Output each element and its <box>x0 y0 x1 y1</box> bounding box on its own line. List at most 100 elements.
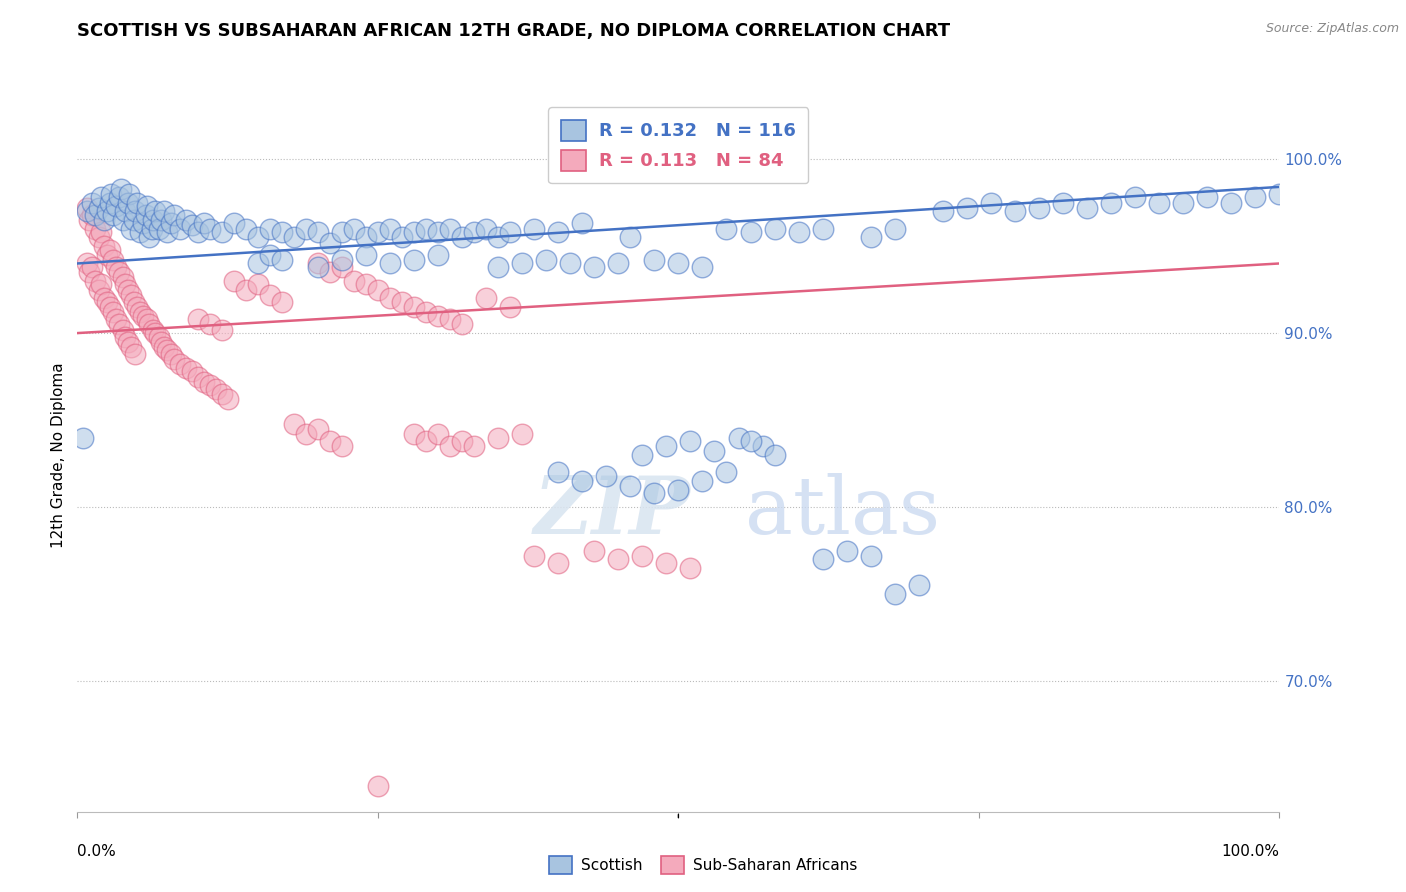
Point <box>402 427 425 442</box>
Text: ZIP: ZIP <box>534 474 690 550</box>
Point <box>607 552 630 566</box>
Point <box>180 218 202 232</box>
Point <box>378 221 401 235</box>
Point <box>84 208 107 222</box>
Point <box>193 375 215 389</box>
Point <box>204 382 226 396</box>
Point <box>142 213 165 227</box>
Point <box>84 274 107 288</box>
Point <box>354 248 377 262</box>
Point <box>307 256 329 270</box>
Point <box>378 256 401 270</box>
Point <box>740 434 762 448</box>
Point <box>463 225 485 239</box>
Point <box>174 360 197 375</box>
Point <box>117 283 139 297</box>
Point <box>169 358 191 372</box>
Point <box>180 364 202 378</box>
Text: 0.0%: 0.0% <box>77 844 117 859</box>
Point <box>367 225 389 239</box>
Point <box>1197 190 1219 204</box>
Point <box>859 230 882 244</box>
Point <box>415 221 437 235</box>
Point <box>114 329 136 343</box>
Point <box>187 369 209 384</box>
Point <box>79 265 101 279</box>
Point <box>128 305 150 319</box>
Point <box>534 252 557 267</box>
Point <box>523 221 546 235</box>
Point <box>270 225 292 239</box>
Point <box>283 230 305 244</box>
Text: Source: ZipAtlas.com: Source: ZipAtlas.com <box>1265 22 1399 36</box>
Point <box>108 190 131 204</box>
Point <box>692 260 714 274</box>
Point <box>343 274 366 288</box>
Point <box>510 256 533 270</box>
Point <box>222 216 245 230</box>
Point <box>631 448 654 462</box>
Point <box>80 208 103 222</box>
Point <box>980 195 1002 210</box>
Point <box>156 343 179 358</box>
Point <box>547 225 569 239</box>
Point <box>187 225 209 239</box>
Point <box>451 230 474 244</box>
Point <box>96 204 118 219</box>
Point <box>763 221 786 235</box>
Point <box>138 230 160 244</box>
Point <box>391 230 413 244</box>
Point <box>1004 204 1026 219</box>
Point <box>1099 195 1122 210</box>
Point <box>103 305 125 319</box>
Point <box>475 291 498 305</box>
Point <box>108 318 131 332</box>
Point <box>402 300 425 314</box>
Point <box>486 430 509 444</box>
Point <box>679 561 702 575</box>
Point <box>1052 195 1074 210</box>
Legend: R = 0.132   N = 116, R = 0.113   N = 84: R = 0.132 N = 116, R = 0.113 N = 84 <box>548 107 808 183</box>
Point <box>294 427 316 442</box>
Point <box>128 225 150 239</box>
Point <box>111 270 134 285</box>
Point <box>716 466 738 480</box>
Point <box>547 556 569 570</box>
Point <box>439 439 461 453</box>
Point <box>111 213 134 227</box>
Point <box>80 260 103 274</box>
Point <box>198 318 221 332</box>
Point <box>127 195 149 210</box>
Point <box>98 300 121 314</box>
Point <box>330 439 353 453</box>
Point <box>235 283 257 297</box>
Text: atlas: atlas <box>745 473 939 551</box>
Point <box>108 265 131 279</box>
Point <box>118 186 141 201</box>
Point <box>90 225 112 239</box>
Point <box>72 430 94 444</box>
Point <box>153 204 176 219</box>
Point <box>883 221 905 235</box>
Point <box>104 260 127 274</box>
Point <box>80 195 103 210</box>
Point <box>343 221 366 235</box>
Point <box>740 225 762 239</box>
Text: SCOTTISH VS SUBSAHARAN AFRICAN 12TH GRADE, NO DIPLOMA CORRELATION CHART: SCOTTISH VS SUBSAHARAN AFRICAN 12TH GRAD… <box>77 22 950 40</box>
Point <box>859 549 882 563</box>
Point <box>1268 186 1291 201</box>
Point <box>122 213 145 227</box>
Point <box>98 195 121 210</box>
Point <box>354 277 377 292</box>
Point <box>235 221 257 235</box>
Point <box>486 260 509 274</box>
Point <box>141 221 163 235</box>
Point <box>367 779 389 793</box>
Point <box>104 199 127 213</box>
Point <box>162 352 184 367</box>
Legend: Scottish, Sub-Saharan Africans: Scottish, Sub-Saharan Africans <box>543 850 863 880</box>
Point <box>415 305 437 319</box>
Point <box>153 340 176 354</box>
Point <box>427 225 450 239</box>
Point <box>1028 201 1050 215</box>
